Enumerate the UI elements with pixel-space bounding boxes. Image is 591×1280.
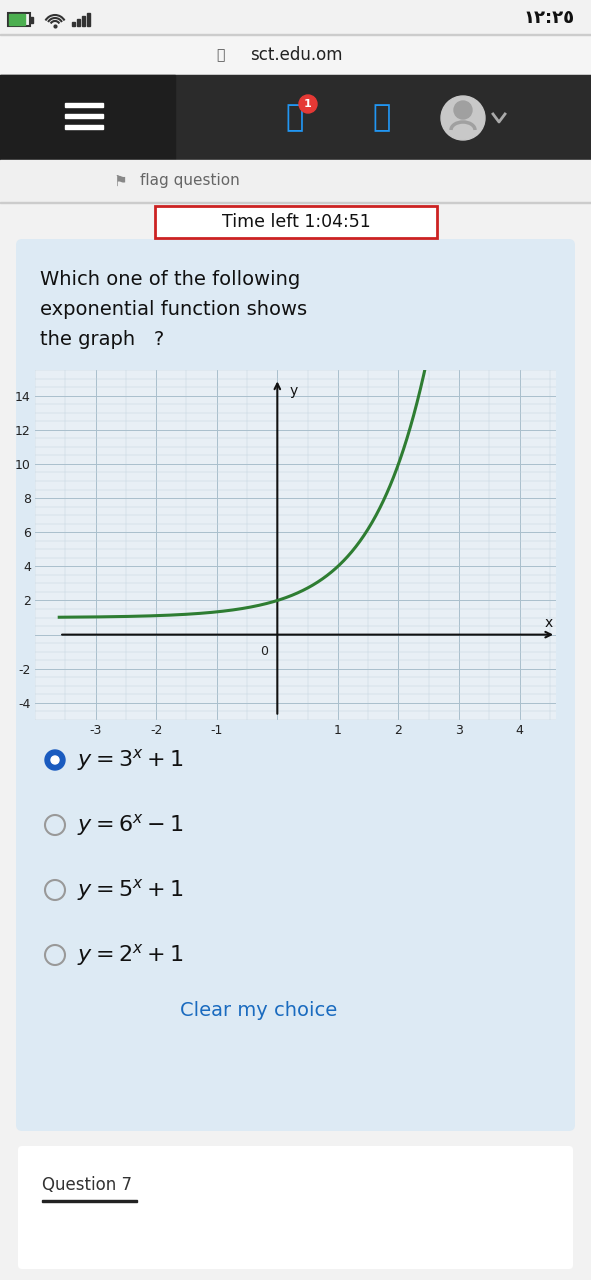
Bar [65,114,103,118]
Text: 🔒: 🔒 [216,47,224,61]
Circle shape [299,95,317,113]
Bar [8,13,30,26]
Text: Time left 1:04:51: Time left 1:04:51 [222,212,371,230]
Bar [65,102,103,108]
Bar [0,160,591,202]
Bar [30,17,33,23]
Text: ⚑: ⚑ [113,174,127,188]
Text: $y = 6^{x} - 1$: $y = 6^{x} - 1$ [77,812,184,838]
Text: exponential function shows: exponential function shows [40,300,307,319]
Bar [82,15,85,26]
Bar [42,1199,137,1202]
Text: ١٢:٢٥: ١٢:٢٥ [524,9,575,27]
Text: y: y [290,384,298,398]
Bar [0,76,175,160]
FancyBboxPatch shape [16,239,575,1132]
Text: the graph   ?: the graph ? [40,330,164,349]
Text: Clear my choice: Clear my choice [180,1001,337,1019]
Bar [87,13,90,26]
Circle shape [51,756,59,764]
Bar [0,76,591,160]
Text: 0: 0 [260,645,268,658]
Bar [72,22,75,26]
Text: flag question: flag question [140,174,240,188]
Bar [0,0,591,35]
Text: Which one of the following: Which one of the following [40,270,300,289]
Text: x: x [545,616,553,630]
Bar [65,125,103,129]
Circle shape [441,96,485,140]
Text: $y = 2^{x} + 1$: $y = 2^{x} + 1$ [77,942,184,968]
Circle shape [454,101,472,119]
Text: $y = 3^{x} + 1$: $y = 3^{x} + 1$ [77,748,184,773]
Text: 🔔: 🔔 [286,104,304,133]
Bar [77,19,80,26]
Bar [9,14,25,26]
Text: 1: 1 [304,99,312,109]
FancyBboxPatch shape [155,206,437,238]
FancyBboxPatch shape [18,1146,573,1268]
Text: sct.edu.om: sct.edu.om [250,46,342,64]
Text: 💬: 💬 [373,104,391,133]
Circle shape [45,750,65,771]
Bar [0,35,591,76]
Text: Question 7: Question 7 [42,1176,132,1194]
Text: $y = 5^{x} + 1$: $y = 5^{x} + 1$ [77,877,184,902]
